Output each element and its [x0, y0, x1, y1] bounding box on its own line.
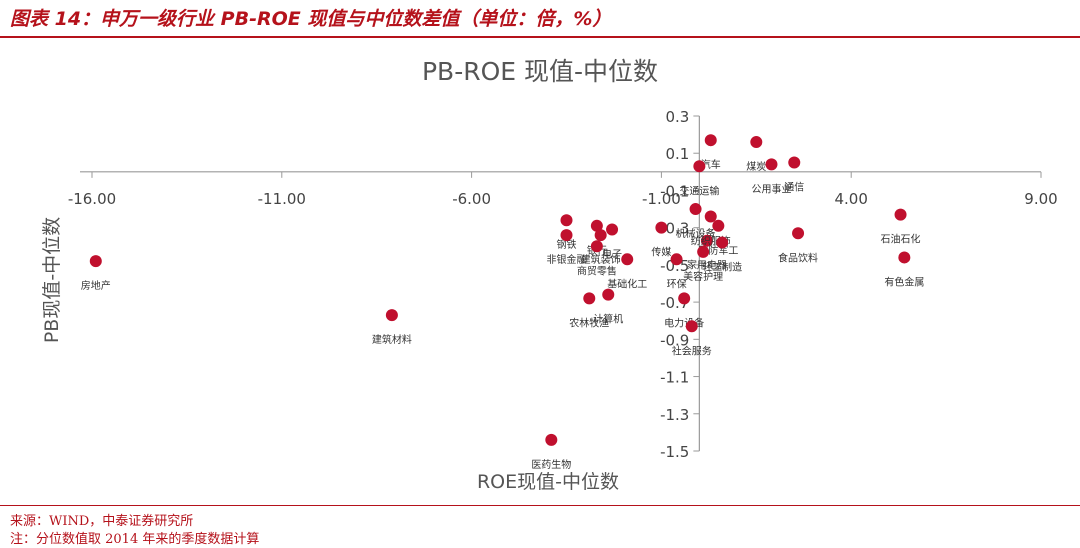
data-point	[716, 236, 729, 249]
point-label: 电力设备	[664, 316, 704, 329]
y-tick-label: -0.3	[660, 220, 689, 238]
source-note: 来源：WIND，中泰证券研究所	[10, 514, 194, 529]
data-point	[712, 219, 725, 232]
data-point	[678, 292, 691, 305]
data-point	[704, 134, 717, 147]
point-label: 轻工制造	[702, 261, 742, 274]
point-label: 钢铁	[557, 238, 577, 251]
data-point	[621, 253, 634, 266]
data-point	[697, 245, 710, 258]
data-point	[560, 229, 573, 242]
data-point	[655, 221, 668, 234]
point-label: 公用事业	[751, 182, 791, 195]
x-tick-label: -11.00	[258, 190, 306, 208]
scatter-chart: -16.00 -11.00 -6.00 -1.00 4.00 9.00 0.3 0.1 -0.1…	[41, 57, 1058, 493]
data-point	[788, 156, 801, 169]
point-label: 电子	[602, 248, 622, 261]
data-point	[898, 251, 911, 264]
data-point	[594, 229, 607, 242]
point-label: 石油石化	[881, 233, 921, 246]
x-tick-label: -6.00	[452, 190, 491, 208]
point-label: 农林牧渔	[569, 316, 609, 329]
x-axis-title: ROE现值-中位数	[477, 471, 619, 493]
y-tick-label: -0.9	[660, 331, 689, 349]
y-tick-label: -1.3	[660, 406, 689, 424]
data-point	[590, 240, 603, 253]
y-tick-label: -0.1	[660, 182, 689, 200]
point-label: 环保	[667, 277, 687, 290]
point-label: 计算机	[593, 313, 623, 326]
point-label: 通信	[784, 182, 804, 194]
data-point	[606, 223, 619, 236]
point-label: 家用电器	[687, 259, 727, 272]
x-tick-label: -1.00	[642, 190, 681, 208]
data-point	[385, 309, 398, 322]
data-point	[765, 158, 778, 171]
data-point	[700, 234, 713, 247]
data-point	[685, 320, 698, 333]
footer-divider	[0, 505, 1080, 506]
point-label: 医药生物	[531, 458, 571, 471]
data-point	[670, 253, 683, 266]
point-label: 有色金属	[884, 275, 924, 288]
point-label: 美容护理	[683, 270, 723, 283]
point-label: 房地产	[81, 279, 111, 292]
figure-caption: 图表 14：申万一级行业 PB-ROE 现值与中位数差值（单位：倍，%）	[10, 8, 612, 30]
point-label: 食品饮料	[778, 251, 818, 264]
point-label: 商贸零售	[577, 264, 617, 277]
point-label: 建筑材料	[372, 333, 412, 346]
data-point	[89, 255, 102, 268]
data-point	[750, 136, 763, 149]
x-tick-label: -16.00	[68, 190, 116, 208]
chart-title: PB-ROE 现值-中位数	[422, 57, 658, 86]
point-label: 非银金融	[547, 253, 587, 266]
point-label: 煤炭	[746, 160, 766, 173]
data-point	[693, 160, 706, 173]
data-point	[894, 208, 907, 221]
y-axis-title: PB现值-中位数	[41, 217, 63, 343]
point-label: 社会服务	[672, 344, 712, 357]
y-tick-label: 0.1	[666, 145, 690, 163]
x-tick-label: 4.00	[834, 190, 867, 208]
data-point	[792, 227, 805, 240]
point-label: 基础化工	[607, 277, 647, 290]
point-label: 建筑装饰	[581, 253, 621, 266]
data-point	[545, 433, 558, 446]
data-point	[602, 288, 615, 301]
point-label: 交通运输	[679, 184, 719, 197]
data-point	[560, 214, 573, 227]
x-tick-label: 9.00	[1024, 190, 1057, 208]
data-point	[689, 203, 702, 216]
data-point	[704, 210, 717, 223]
point-label: 汽车	[701, 158, 721, 171]
y-tick-label: -1.5	[660, 443, 689, 461]
method-note: 注：分位数值取 2014 年来的季度数据计算	[10, 532, 260, 547]
y-tick-label: 0.3	[666, 108, 690, 126]
point-label: 传媒	[651, 247, 671, 259]
y-tick-label: -1.1	[660, 369, 689, 387]
data-point	[583, 292, 596, 305]
caption-divider	[0, 36, 1080, 38]
data-point	[590, 219, 603, 232]
